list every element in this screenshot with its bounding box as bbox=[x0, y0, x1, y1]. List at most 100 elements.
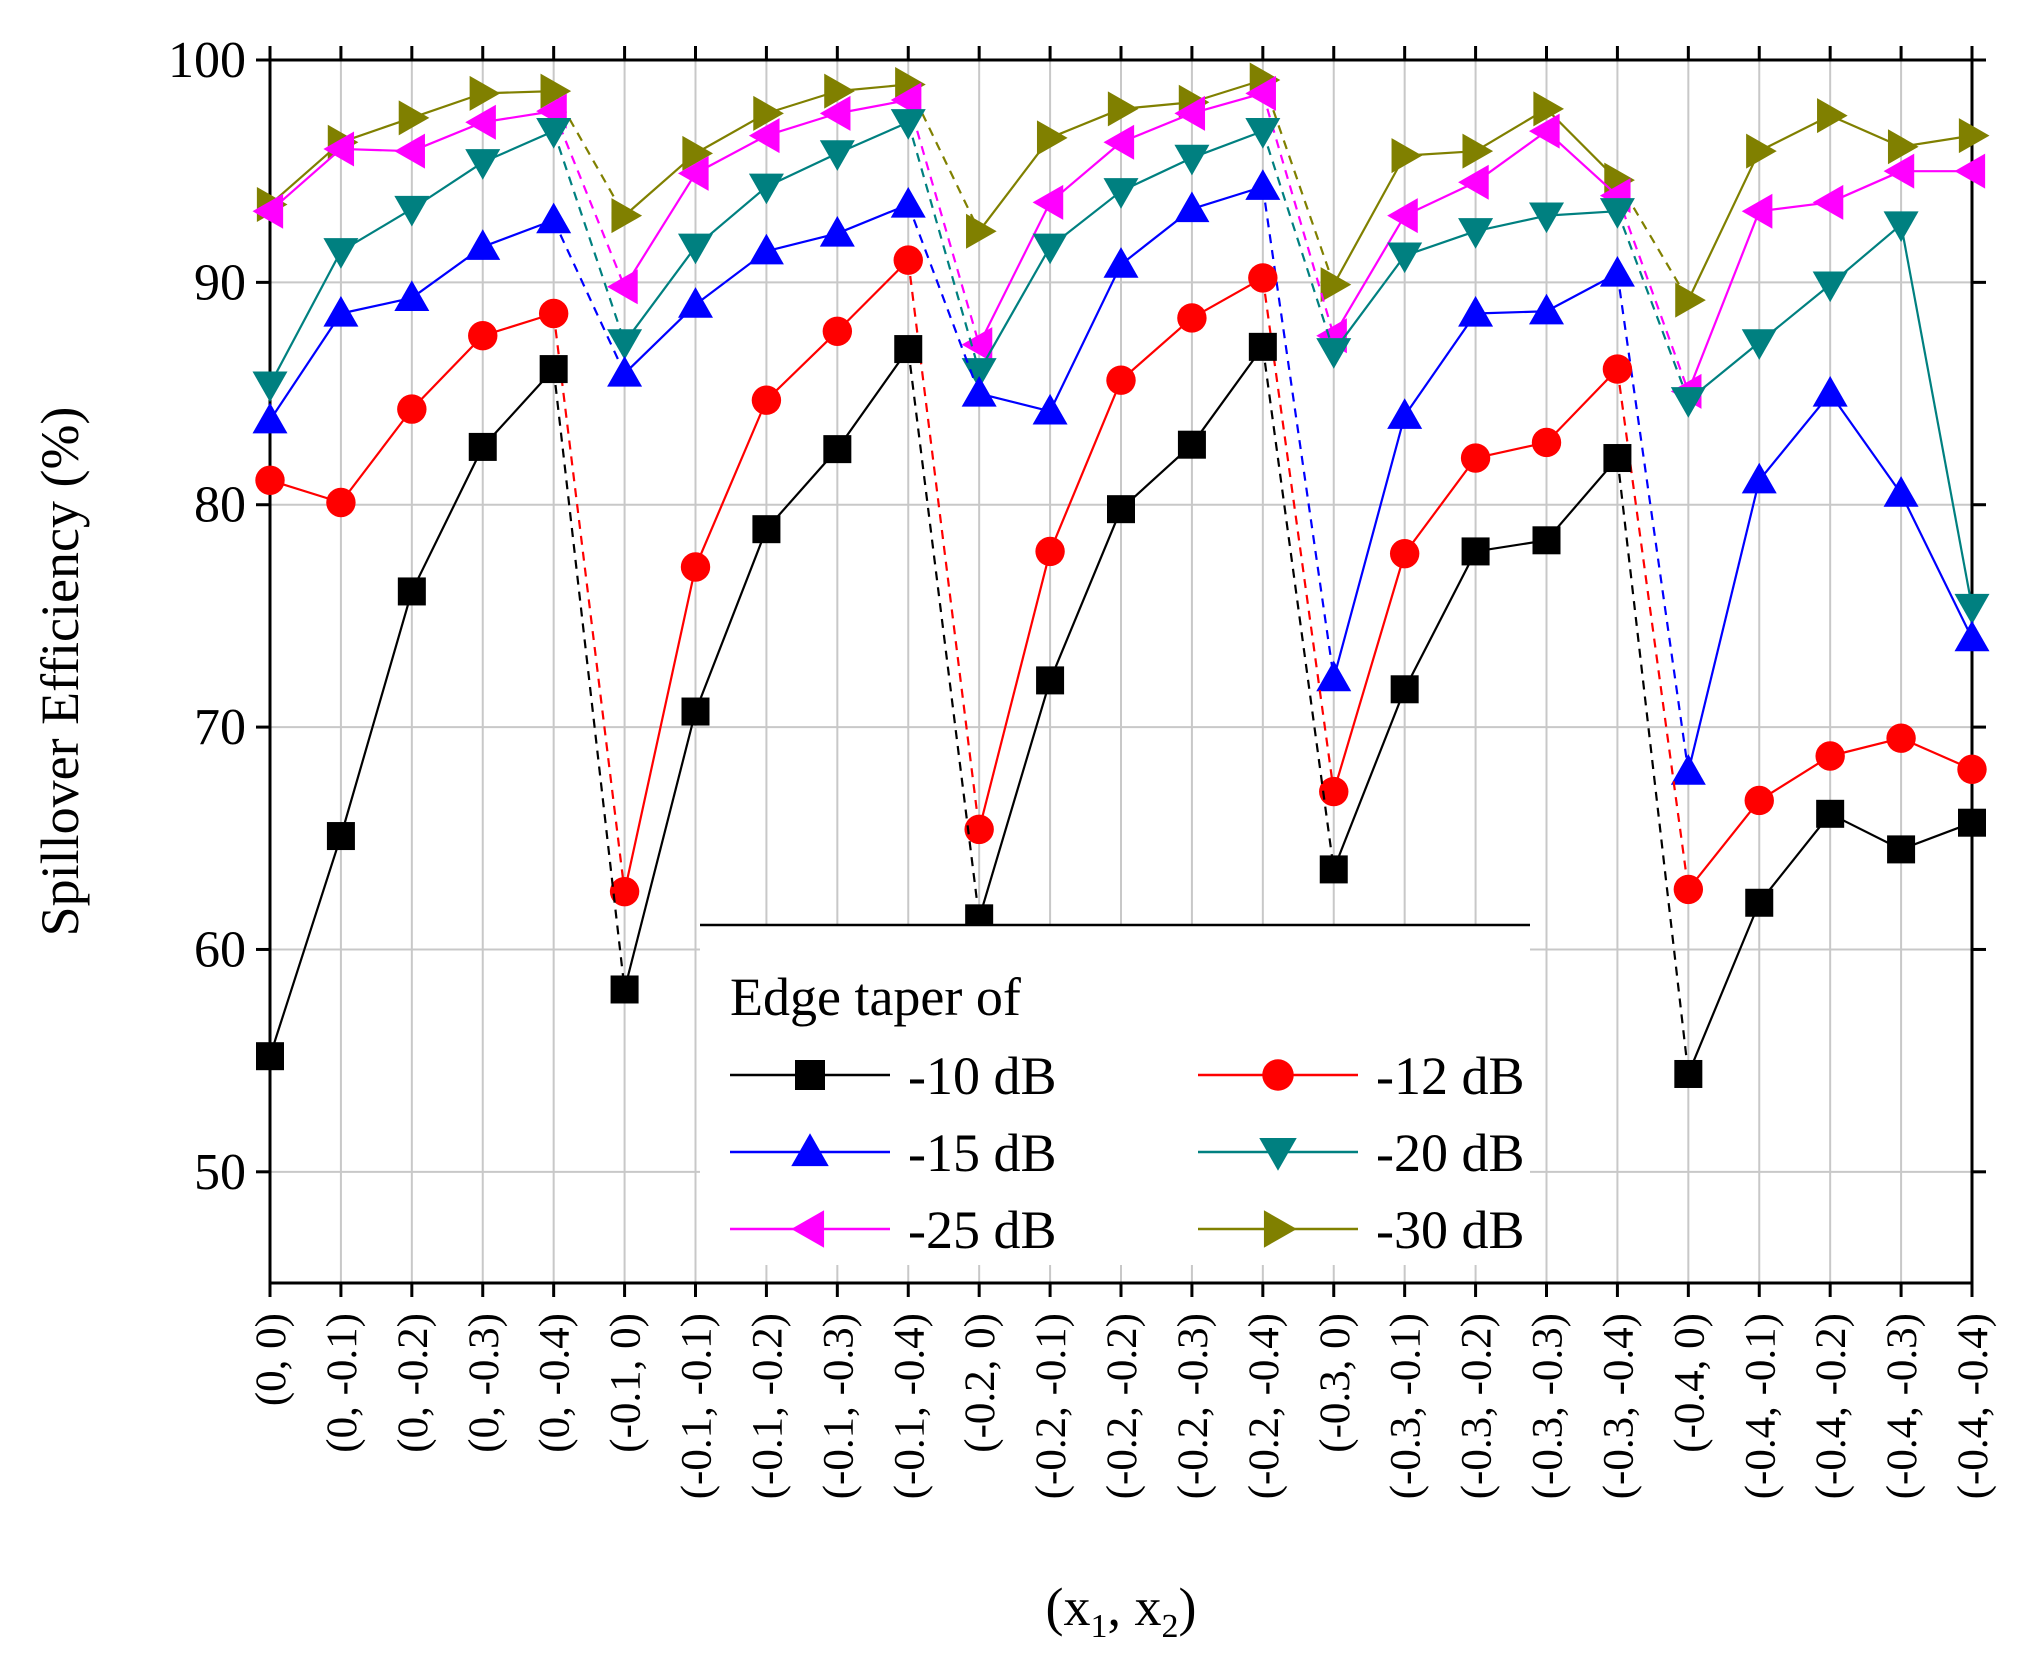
x-tick-label: (-0.3, -0.2) bbox=[1454, 1313, 1501, 1499]
series-line-segment bbox=[907, 204, 981, 394]
marker-circle bbox=[326, 487, 356, 518]
marker-triangle-up bbox=[1812, 376, 1848, 407]
series-line-segment bbox=[552, 313, 626, 892]
marker-triangle-down bbox=[323, 238, 359, 269]
marker-triangle-down bbox=[748, 173, 784, 205]
marker-triangle-up bbox=[607, 356, 643, 387]
legend-label: -10 dB bbox=[908, 1046, 1057, 1106]
series-line-segment bbox=[1475, 310, 1547, 315]
marker-triangle-down bbox=[1529, 202, 1564, 234]
marker-triangle-up bbox=[748, 233, 784, 265]
marker-circle bbox=[538, 298, 569, 329]
marker-triangle-right bbox=[1462, 133, 1494, 169]
marker-triangle-right bbox=[1320, 267, 1352, 303]
series-line-segment bbox=[1403, 457, 1477, 555]
marker-triangle-left bbox=[819, 95, 851, 131]
marker-square bbox=[823, 435, 852, 464]
marker-triangle-down bbox=[1458, 218, 1494, 249]
marker-triangle-down bbox=[678, 233, 713, 265]
series-15db bbox=[252, 169, 1990, 785]
marker-triangle-right bbox=[1675, 282, 1706, 318]
marker-square bbox=[326, 822, 355, 851]
x-tick-label: (-0.2, -0.4) bbox=[1241, 1313, 1288, 1499]
marker-triangle-left bbox=[394, 133, 425, 169]
marker-triangle-left bbox=[1174, 95, 1206, 131]
series-line-segment bbox=[1758, 813, 1832, 904]
marker-triangle-left bbox=[961, 327, 993, 363]
marker-triangle-right bbox=[753, 95, 784, 131]
marker-square bbox=[1745, 888, 1774, 917]
marker-circle bbox=[1886, 723, 1916, 753]
marker-triangle-down bbox=[1741, 329, 1777, 360]
y-tick-label: 60 bbox=[194, 921, 246, 978]
series-line-segment bbox=[1332, 215, 1406, 337]
series-line-segment bbox=[1261, 93, 1335, 337]
marker-triangle-up bbox=[1174, 191, 1210, 223]
legend-label: -20 dB bbox=[1376, 1123, 1525, 1183]
marker-circle bbox=[1106, 365, 1136, 395]
x-tick-labels: (0, 0) (0, -0.1) (0, -0.2) (0, -0.3) (0, -0.… bbox=[248, 1313, 1997, 1499]
marker-triangle-right bbox=[966, 213, 997, 249]
marker-triangle-up bbox=[1741, 462, 1777, 494]
series-line-segment bbox=[1332, 553, 1406, 792]
marker-triangle-right bbox=[1107, 91, 1139, 127]
marker-square bbox=[1958, 808, 1986, 837]
series-line-segment bbox=[978, 551, 1052, 830]
series-line-segment bbox=[339, 591, 413, 837]
marker-triangle-up bbox=[1316, 660, 1352, 692]
x-tick-label: (0, 0) bbox=[248, 1313, 295, 1406]
marker-square bbox=[795, 1060, 825, 1090]
marker-square bbox=[1532, 526, 1561, 555]
marker-triangle-up bbox=[1245, 169, 1281, 200]
marker-triangle-down bbox=[1670, 387, 1706, 418]
marker-triangle-left bbox=[678, 155, 709, 191]
x-tick-label: (-0.4, -0.4) bbox=[1950, 1313, 1997, 1499]
marker-triangle-up bbox=[678, 287, 713, 318]
marker-circle bbox=[1673, 874, 1704, 905]
series-line-segment bbox=[411, 334, 484, 410]
marker-circle bbox=[1248, 263, 1278, 293]
x-tick-label: (0, -0.4) bbox=[532, 1313, 579, 1453]
marker-square bbox=[1603, 444, 1632, 473]
marker-triangle-right bbox=[398, 100, 430, 136]
series-line-segment bbox=[623, 711, 697, 990]
series-line-segment bbox=[1120, 317, 1193, 382]
series-line-segment bbox=[1403, 312, 1477, 417]
marker-square bbox=[681, 697, 710, 726]
marker-square bbox=[1674, 1059, 1703, 1088]
series-line-segment bbox=[552, 219, 626, 374]
marker-triangle-left bbox=[791, 1210, 825, 1248]
marker-triangle-left bbox=[1387, 198, 1418, 234]
legend-label: -12 dB bbox=[1376, 1046, 1525, 1106]
series-line-segment bbox=[1191, 346, 1264, 446]
marker-triangle-down bbox=[1883, 211, 1919, 243]
marker-circle bbox=[893, 245, 923, 275]
marker-triangle-right bbox=[824, 73, 855, 109]
series-line-segment bbox=[907, 83, 981, 232]
series-line-segment bbox=[1403, 550, 1477, 690]
x-tick-label: (-0.3, 0) bbox=[1312, 1313, 1359, 1453]
series-line-segment bbox=[552, 130, 626, 343]
series-line-segment bbox=[1049, 264, 1122, 412]
series-line-segment bbox=[1687, 210, 1761, 392]
x-tick-label: (-0.4, 0) bbox=[1666, 1313, 1713, 1453]
marker-triangle-up bbox=[465, 229, 501, 260]
series-line-segment bbox=[340, 408, 413, 504]
marker-triangle-right bbox=[1817, 98, 1848, 134]
series-30db bbox=[256, 62, 1990, 318]
marker-circle bbox=[1035, 536, 1065, 567]
series-line-segment bbox=[836, 259, 910, 333]
x-tick-label: (-0.1, -0.1) bbox=[674, 1313, 721, 1499]
series-line-segment bbox=[1545, 368, 1619, 444]
marker-square bbox=[397, 577, 426, 606]
series-line-segment bbox=[694, 528, 768, 712]
marker-triangle-up bbox=[252, 402, 288, 434]
marker-triangle-up bbox=[1954, 620, 1990, 652]
legend-label: -25 dB bbox=[908, 1200, 1057, 1260]
marker-triangle-left bbox=[323, 131, 355, 167]
marker-triangle-down bbox=[961, 358, 997, 389]
x-tick-label: (0, -0.1) bbox=[319, 1313, 366, 1453]
series-line-segment bbox=[1261, 130, 1335, 352]
series-line-segment bbox=[694, 399, 768, 568]
series-line-segment bbox=[766, 232, 838, 253]
